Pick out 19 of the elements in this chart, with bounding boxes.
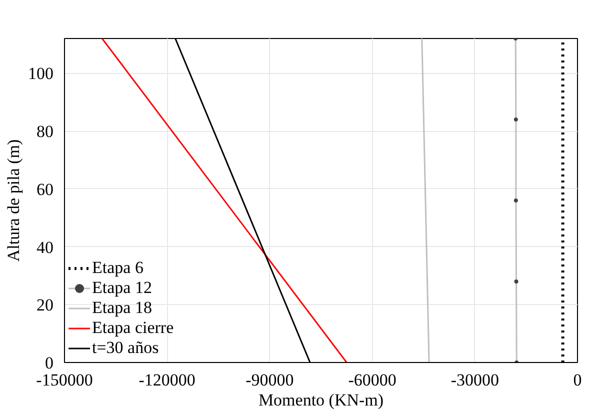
x-tick-label: -30000 — [450, 370, 499, 390]
x-tick-label: -120000 — [138, 370, 196, 390]
x-axis-title: Momento (KN-m) — [258, 390, 384, 410]
x-tick-label: -150000 — [36, 370, 93, 390]
legend-label: Etapa cierre — [92, 318, 174, 338]
legend-label: Etapa 12 — [92, 278, 152, 298]
y-tick-label: 100 — [28, 64, 54, 84]
x-tick-label: 0 — [573, 370, 582, 390]
y-tick-label: 80 — [36, 122, 54, 142]
y-tick-label: 60 — [36, 180, 54, 199]
legend-label: t=30 años — [92, 338, 159, 358]
x-tick-label: -60000 — [348, 370, 396, 390]
x-tick-label: -90000 — [246, 370, 294, 390]
y-axis-title: Altura de pila (m) — [4, 139, 23, 262]
y-tick-label: 0 — [45, 354, 54, 372]
legend-label: Etapa 6 — [92, 258, 144, 278]
y-tick-label: 20 — [36, 296, 54, 315]
legend-label: Etapa 18 — [92, 298, 152, 318]
y-tick-label: 40 — [36, 238, 54, 257]
